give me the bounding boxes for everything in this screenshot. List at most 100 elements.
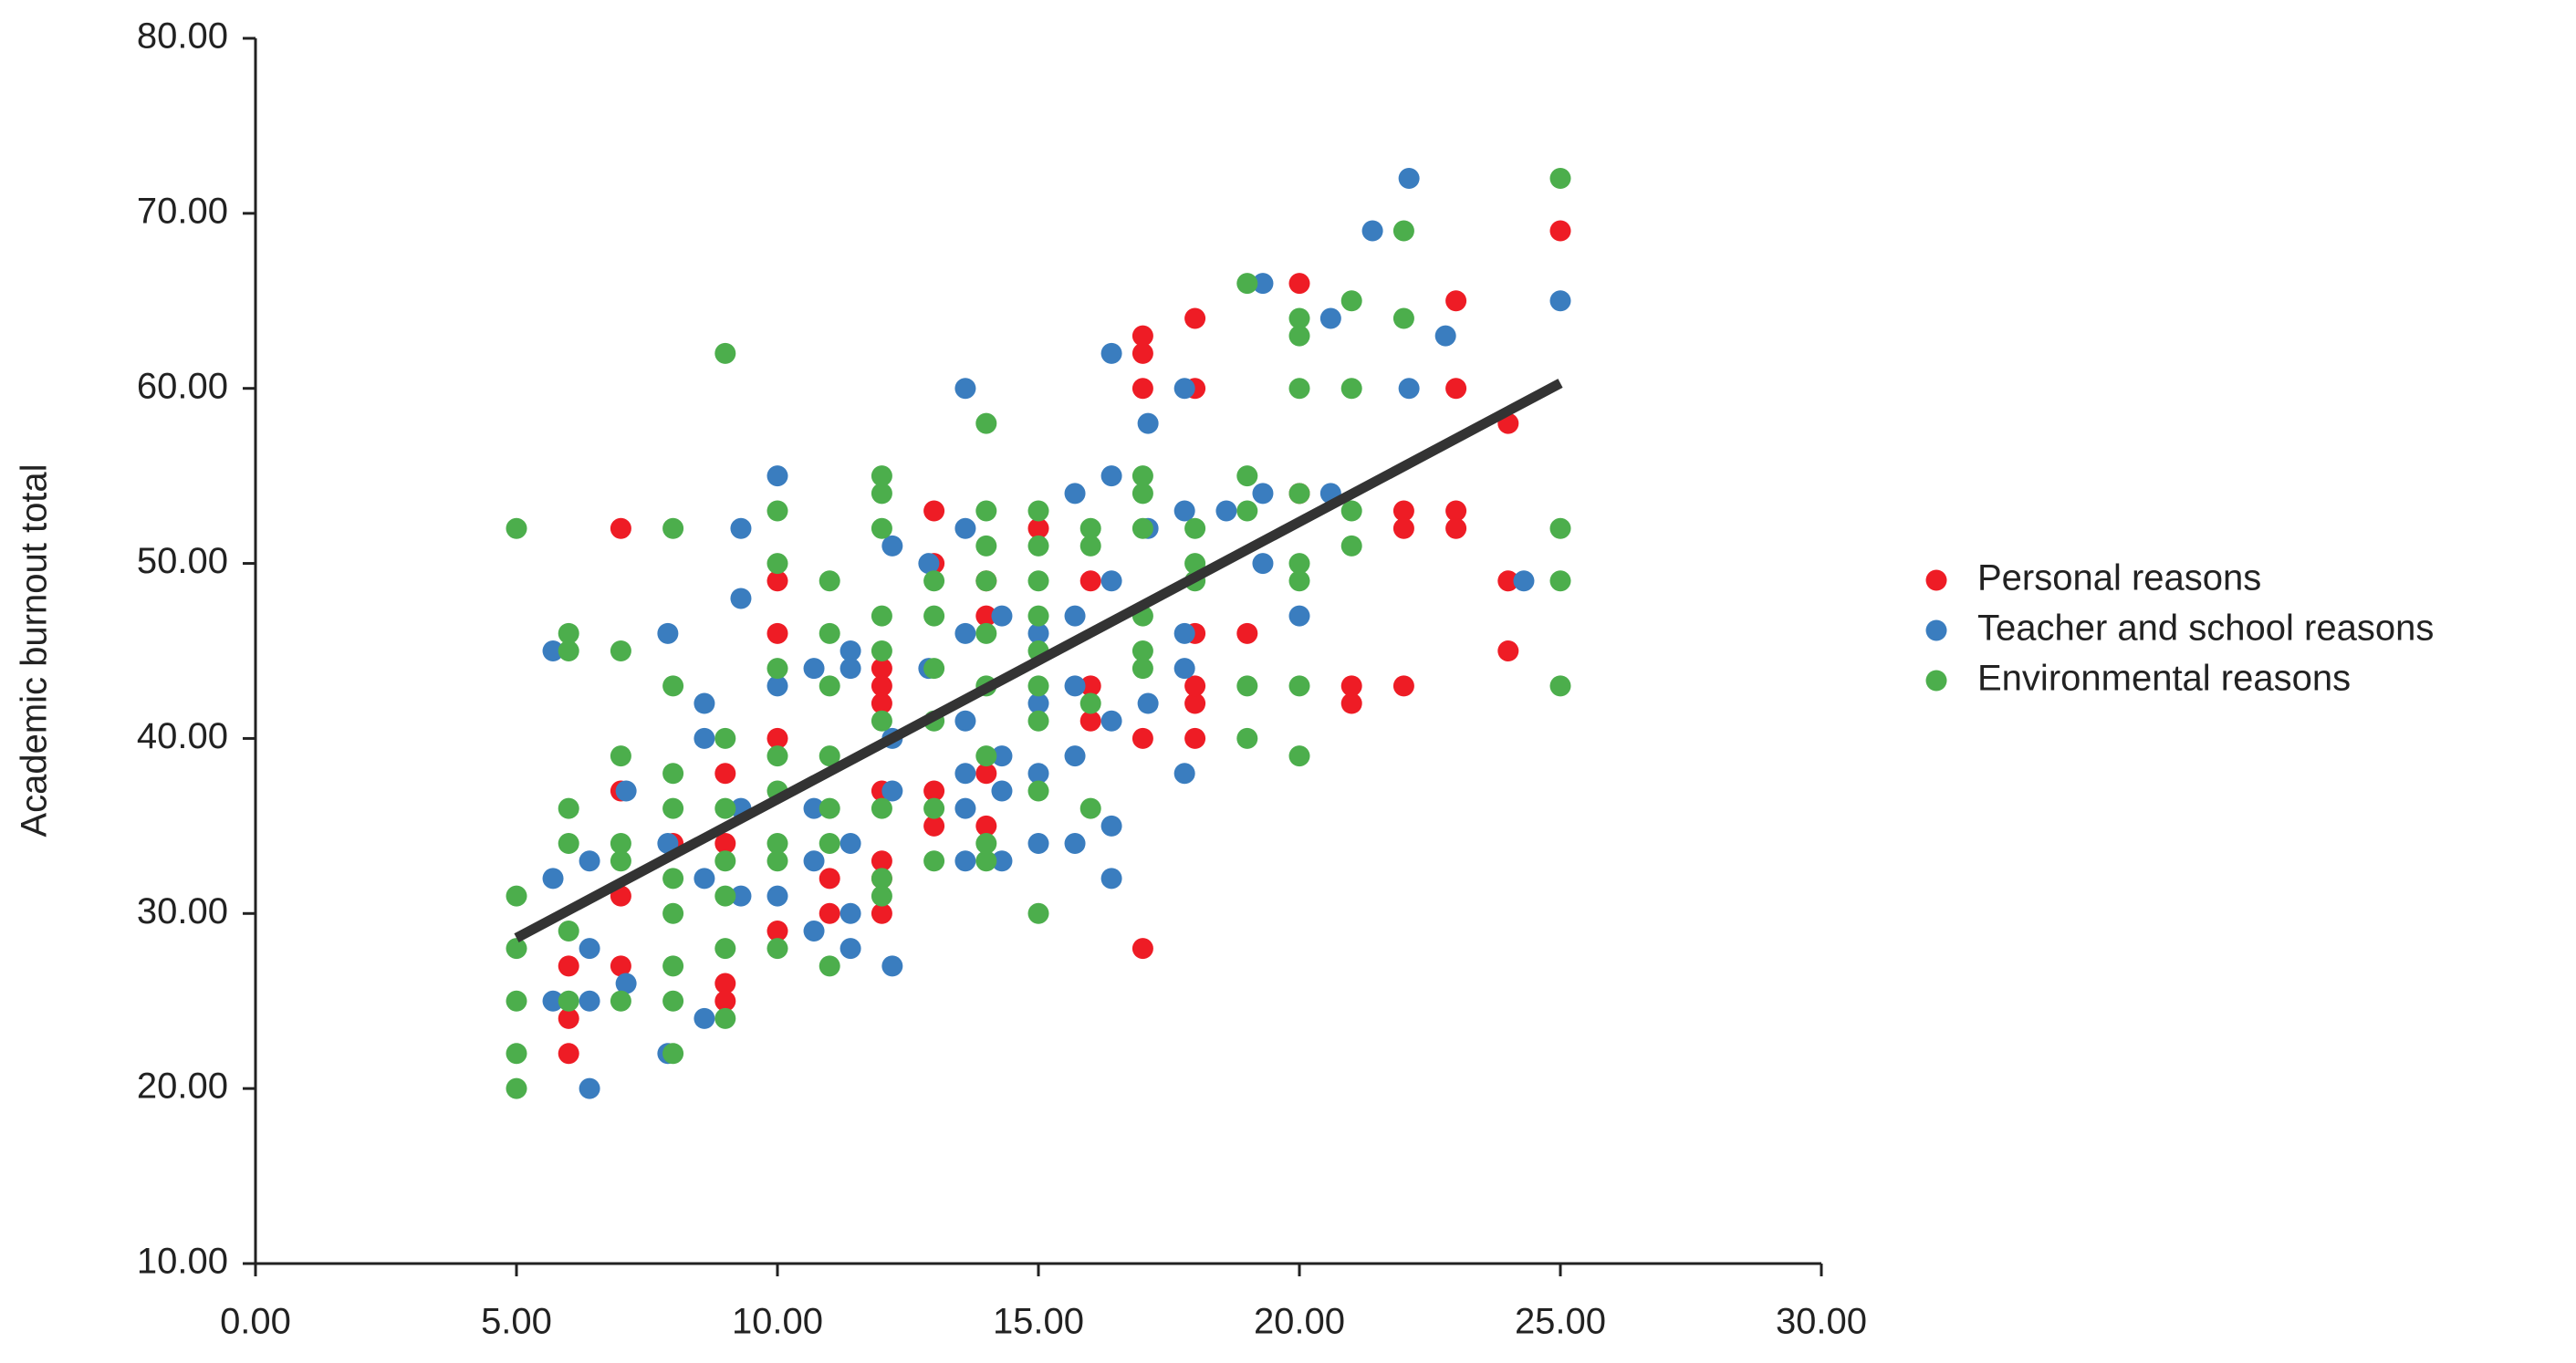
point	[1079, 692, 1101, 714]
point	[954, 378, 976, 400]
point	[1252, 483, 1274, 505]
point	[1132, 640, 1153, 661]
point	[819, 833, 840, 855]
point	[819, 902, 840, 924]
point	[714, 990, 736, 1012]
point	[975, 833, 997, 855]
point	[610, 745, 631, 767]
point	[662, 990, 684, 1012]
point	[991, 850, 1013, 872]
point	[767, 920, 788, 942]
point	[1027, 692, 1049, 714]
point	[881, 535, 903, 557]
x-tick-label: 25.00	[1515, 1302, 1606, 1342]
point	[1027, 622, 1049, 644]
point	[803, 920, 825, 942]
y-tick-label: 70.00	[137, 191, 228, 231]
point	[662, 763, 684, 785]
point	[1173, 763, 1195, 785]
point	[767, 850, 788, 872]
point	[1392, 307, 1414, 329]
point	[662, 675, 684, 697]
point	[1361, 220, 1383, 242]
point	[767, 622, 788, 644]
point	[1392, 220, 1414, 242]
point	[975, 605, 997, 627]
point	[1288, 378, 1310, 400]
point	[1236, 675, 1258, 697]
point	[975, 622, 997, 644]
point	[1132, 483, 1153, 505]
point	[1236, 465, 1258, 487]
point	[662, 868, 684, 890]
point	[1549, 220, 1571, 242]
point	[610, 517, 631, 539]
point	[1549, 517, 1571, 539]
point	[1137, 692, 1159, 714]
point	[1184, 553, 1206, 575]
point	[579, 990, 600, 1012]
point	[657, 833, 679, 855]
point	[1100, 570, 1122, 592]
point	[542, 640, 564, 661]
point	[558, 833, 579, 855]
point	[975, 815, 997, 837]
point	[506, 990, 527, 1012]
point	[1184, 692, 1206, 714]
point	[1027, 780, 1049, 802]
point	[1392, 500, 1414, 522]
point	[1100, 465, 1122, 487]
point	[819, 622, 840, 644]
legend-label: Personal reasons	[1977, 558, 2261, 598]
point	[991, 745, 1013, 767]
point	[1288, 307, 1310, 329]
point	[1079, 535, 1101, 557]
point	[1184, 727, 1206, 749]
point	[1079, 517, 1101, 539]
y-tick-label: 10.00	[137, 1242, 228, 1282]
point	[819, 745, 840, 767]
point	[662, 1043, 684, 1065]
point	[542, 868, 564, 890]
point	[1132, 378, 1153, 400]
point	[1132, 342, 1153, 364]
point	[819, 675, 840, 697]
point	[1027, 605, 1049, 627]
point	[1497, 570, 1519, 592]
point	[506, 517, 527, 539]
point	[1132, 465, 1153, 487]
legend-label: Teacher and school reasons	[1977, 609, 2434, 649]
point	[1184, 675, 1206, 697]
point	[871, 797, 892, 819]
x-tick-label: 20.00	[1254, 1302, 1345, 1342]
point	[840, 658, 861, 680]
x-tick-label: 15.00	[993, 1302, 1084, 1342]
y-axis-title: Academic burnout total	[15, 463, 55, 837]
point	[662, 797, 684, 819]
point	[871, 902, 892, 924]
x-tick-label: 0.00	[220, 1302, 291, 1342]
point	[730, 517, 752, 539]
point	[767, 553, 788, 575]
point	[694, 727, 715, 749]
point	[1236, 727, 1258, 749]
point	[1445, 500, 1467, 522]
point	[954, 763, 976, 785]
point	[923, 605, 945, 627]
y-tick-label: 60.00	[137, 366, 228, 406]
trend-line	[514, 379, 1563, 943]
point	[975, 500, 997, 522]
point	[1288, 325, 1310, 347]
point	[558, 797, 579, 819]
point	[1079, 797, 1101, 819]
point	[871, 692, 892, 714]
point	[1027, 763, 1049, 785]
point	[1445, 290, 1467, 312]
point	[1215, 500, 1237, 522]
y-tick-label: 40.00	[137, 716, 228, 756]
point	[1288, 483, 1310, 505]
point	[1132, 727, 1153, 749]
point	[767, 727, 788, 749]
point	[1137, 412, 1159, 434]
point	[1392, 675, 1414, 697]
